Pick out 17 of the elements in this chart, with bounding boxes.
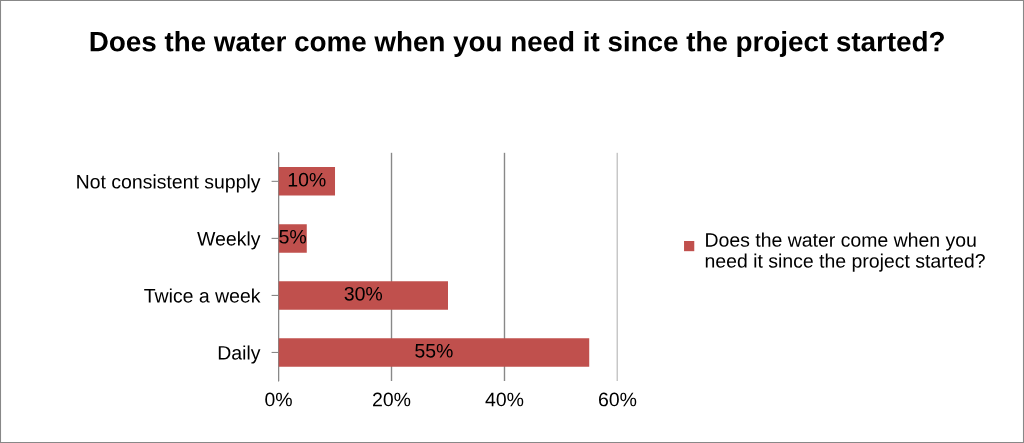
x-tick-label: 20% xyxy=(373,392,411,407)
bar xyxy=(278,167,336,196)
x-tick-label: 40% xyxy=(485,392,524,407)
bar xyxy=(278,338,590,367)
data-label: 10% xyxy=(288,172,326,187)
y-tick-label: Not consistent supply xyxy=(77,174,261,193)
legend-label: Does the water come when you need it since the project started? xyxy=(705,232,985,272)
data-label: 5% xyxy=(279,229,307,244)
data-label: 55% xyxy=(415,344,453,358)
chart-title: Does the water come when you need it since the project started? xyxy=(90,31,944,57)
data-label: 30% xyxy=(344,286,383,301)
y-tick-label: Daily xyxy=(218,345,261,364)
bar xyxy=(278,281,448,310)
y-tick-label: Twice a week xyxy=(144,288,261,303)
x-tick-label: 60% xyxy=(599,392,637,407)
y-tick-label: Weekly xyxy=(197,231,261,250)
x-tick-label: 0% xyxy=(265,392,292,407)
